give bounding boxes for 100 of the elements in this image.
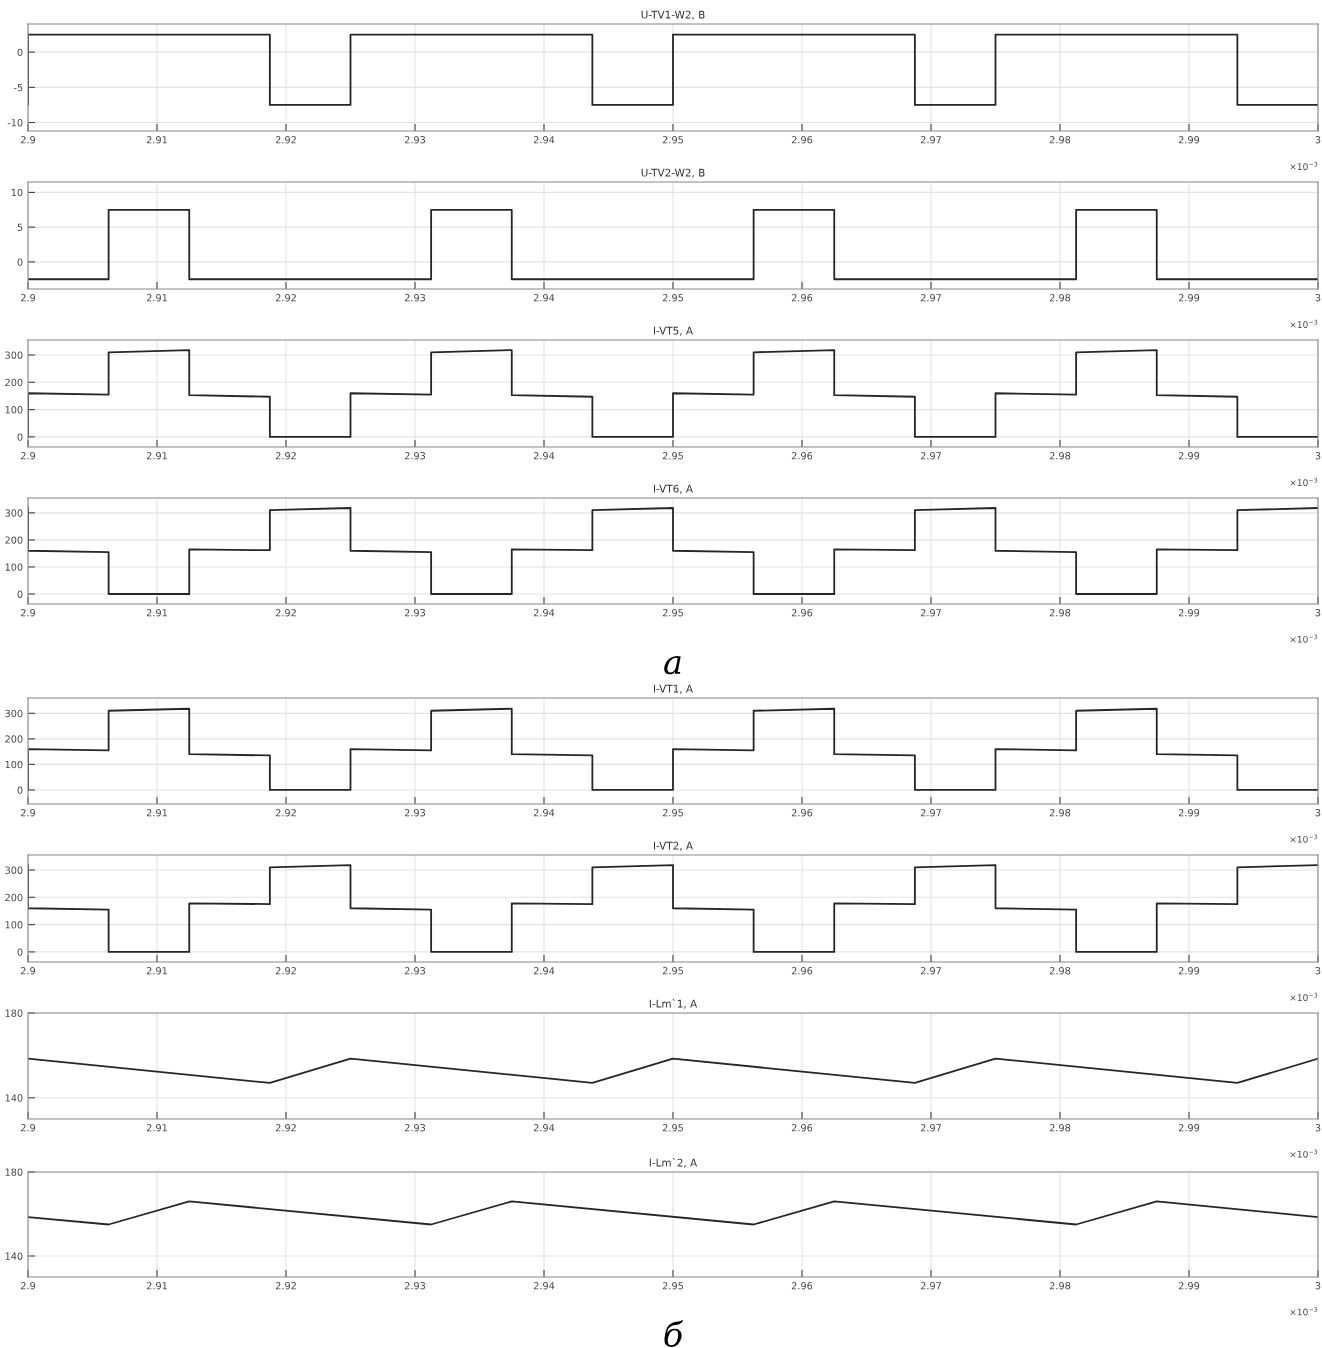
- text: ×10$^{−3}$: [1290, 1307, 1318, 1316]
- y-tick-label: 180: [5, 1168, 23, 1176]
- text: б: [664, 1320, 684, 1347]
- line-series: [28, 707, 1318, 791]
- x-tick-label: 2.96: [791, 1282, 813, 1290]
- x-tick-label: 2.96: [791, 1124, 813, 1132]
- x-tick-label: 2.98: [1049, 967, 1071, 975]
- x-tick-label: 2.9: [20, 452, 36, 460]
- x-tick-label: 2.97: [920, 294, 941, 302]
- x-tick-label: 3: [1315, 967, 1321, 975]
- x-tick-label: 2.94: [533, 1282, 555, 1290]
- x-tick-label: 2.97: [920, 1282, 941, 1290]
- chart-title: I-Lm`1, A: [649, 999, 698, 1009]
- x-tick-label: 2.93: [404, 967, 426, 975]
- x-tick-label: 2.92: [275, 809, 296, 817]
- x-tick-label: 2.91: [146, 967, 167, 975]
- x-tick-label: 2.98: [1049, 1124, 1071, 1132]
- x-tick-label: 2.96: [791, 136, 813, 144]
- text: ×10$^{−3}$: [1290, 634, 1318, 643]
- y-tick-label: 300: [5, 709, 23, 718]
- x-tick-label: 2.98: [1049, 809, 1071, 817]
- y-tick-label: -5: [13, 83, 23, 92]
- x-tick-label: 3: [1315, 294, 1321, 302]
- y-tick-label: 0: [17, 590, 23, 598]
- y-tick-label: 300: [5, 866, 23, 874]
- text: ×10$^{−3}$: [1290, 992, 1318, 1002]
- chart-title: U-TV1-W2, B: [641, 10, 705, 20]
- x-tick-label: 2.93: [404, 609, 426, 617]
- x-tick-label: 2.94: [533, 967, 555, 975]
- x-tick-label: 2.99: [1178, 136, 1200, 144]
- y-tick-label: 200: [5, 536, 23, 544]
- x-tick-label: 2.94: [533, 136, 555, 144]
- x-tick-label: 2.92: [275, 1282, 296, 1290]
- x-tick-label: 2.93: [404, 1282, 426, 1290]
- x-tick-label: 2.93: [404, 136, 426, 144]
- y-tick-label: 200: [5, 735, 23, 743]
- x-tick-label: 2.93: [404, 294, 426, 302]
- x-tick-label: 3: [1315, 809, 1321, 817]
- y-tick-label: 100: [5, 406, 23, 414]
- x-tick-label: 2.96: [791, 609, 813, 617]
- x-tick-label: 3: [1315, 452, 1321, 460]
- x-tick-label: 2.93: [404, 452, 426, 460]
- x-tick-label: 2.91: [146, 809, 167, 817]
- x-tick-label: 2.95: [662, 609, 683, 617]
- x-tick-label: 2.99: [1178, 294, 1200, 302]
- y-tick-label: 0: [17, 258, 23, 266]
- line-series: [28, 864, 1318, 953]
- x-tick-label: 2.99: [1178, 452, 1200, 460]
- x-tick-label: 2.98: [1049, 452, 1071, 460]
- text: ×10$^{−3}$: [1290, 161, 1318, 171]
- y-tick-label: 10: [11, 188, 23, 197]
- x-tick-label: 2.96: [791, 452, 813, 460]
- text: а: [664, 656, 681, 675]
- line-series: [28, 349, 1318, 438]
- x-tick-label: 2.91: [146, 609, 167, 617]
- chart-title: I-VT1, A: [653, 684, 693, 694]
- x-tick-label: 2.9: [20, 294, 36, 302]
- y-tick-label: 200: [5, 893, 23, 902]
- x-tick-label: 2.9: [20, 1124, 36, 1132]
- x-tick-label: 2.93: [404, 1124, 426, 1132]
- x-tick-label: 2.96: [791, 967, 813, 975]
- y-tick-label: -10: [7, 119, 23, 127]
- text: ×10$^{−3}$: [1290, 834, 1318, 843]
- y-tick-label: 100: [5, 760, 23, 769]
- x-tick-label: 2.98: [1049, 294, 1071, 302]
- y-tick-label: 140: [5, 1252, 23, 1260]
- y-tick-label: 180: [5, 1009, 23, 1017]
- x-tick-label: 2.97: [920, 967, 941, 975]
- x-tick-label: 3: [1315, 609, 1321, 617]
- x-tick-label: 2.92: [275, 136, 296, 144]
- text: ×10$^{−3}$: [1290, 1149, 1318, 1158]
- y-tick-label: 0: [17, 786, 23, 794]
- x-tick-label: 2.96: [791, 294, 813, 302]
- x-tick-label: 2.95: [662, 967, 683, 975]
- x-tick-label: 2.91: [146, 294, 167, 302]
- y-tick-label: 5: [17, 223, 23, 231]
- x-tick-label: 2.92: [275, 452, 296, 460]
- x-tick-label: 2.96: [791, 809, 813, 817]
- x-tick-label: 2.94: [533, 809, 555, 817]
- x-tick-label: 2.9: [20, 967, 36, 975]
- x-tick-label: 2.99: [1178, 1124, 1200, 1132]
- y-tick-label: 300: [5, 509, 23, 517]
- x-tick-label: 2.98: [1049, 1282, 1071, 1290]
- x-tick-label: 3: [1315, 136, 1321, 144]
- x-tick-label: 2.97: [920, 136, 941, 144]
- x-tick-label: 3: [1315, 1282, 1321, 1290]
- x-tick-label: 2.97: [920, 1124, 941, 1132]
- text: ×10$^{−3}$: [1290, 319, 1318, 329]
- x-tick-label: 2.95: [662, 452, 683, 460]
- x-tick-label: 2.97: [920, 809, 941, 817]
- line-series: [28, 507, 1318, 595]
- x-tick-label: 2.91: [146, 1282, 167, 1290]
- x-tick-label: 2.95: [662, 136, 683, 144]
- chart-title: I-VT6, A: [653, 484, 693, 494]
- x-tick-label: 2.95: [662, 1282, 683, 1290]
- x-tick-label: 2.9: [20, 609, 36, 617]
- x-tick-label: 2.9: [20, 136, 36, 144]
- x-tick-label: 2.98: [1049, 136, 1071, 144]
- x-tick-label: 2.99: [1178, 609, 1200, 617]
- x-tick-label: 2.91: [146, 452, 167, 460]
